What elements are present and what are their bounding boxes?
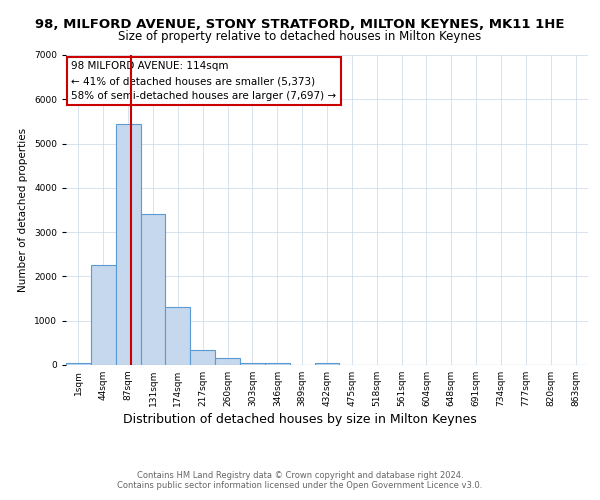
Bar bbox=[66, 363, 91, 365]
Bar bbox=[215, 358, 240, 365]
Text: Contains HM Land Registry data © Crown copyright and database right 2024.
Contai: Contains HM Land Registry data © Crown c… bbox=[118, 470, 482, 490]
Bar bbox=[116, 124, 140, 365]
Text: Distribution of detached houses by size in Milton Keynes: Distribution of detached houses by size … bbox=[123, 412, 477, 426]
Bar bbox=[140, 214, 166, 365]
Bar bbox=[166, 308, 190, 365]
Bar bbox=[91, 266, 116, 365]
Bar bbox=[190, 350, 215, 365]
Text: 98 MILFORD AVENUE: 114sqm
← 41% of detached houses are smaller (5,373)
58% of se: 98 MILFORD AVENUE: 114sqm ← 41% of detac… bbox=[71, 61, 337, 101]
Bar bbox=[265, 363, 290, 365]
Y-axis label: Number of detached properties: Number of detached properties bbox=[19, 128, 28, 292]
Text: 98, MILFORD AVENUE, STONY STRATFORD, MILTON KEYNES, MK11 1HE: 98, MILFORD AVENUE, STONY STRATFORD, MIL… bbox=[35, 18, 565, 30]
Text: Size of property relative to detached houses in Milton Keynes: Size of property relative to detached ho… bbox=[118, 30, 482, 43]
Bar bbox=[240, 363, 265, 365]
Bar bbox=[314, 363, 340, 365]
